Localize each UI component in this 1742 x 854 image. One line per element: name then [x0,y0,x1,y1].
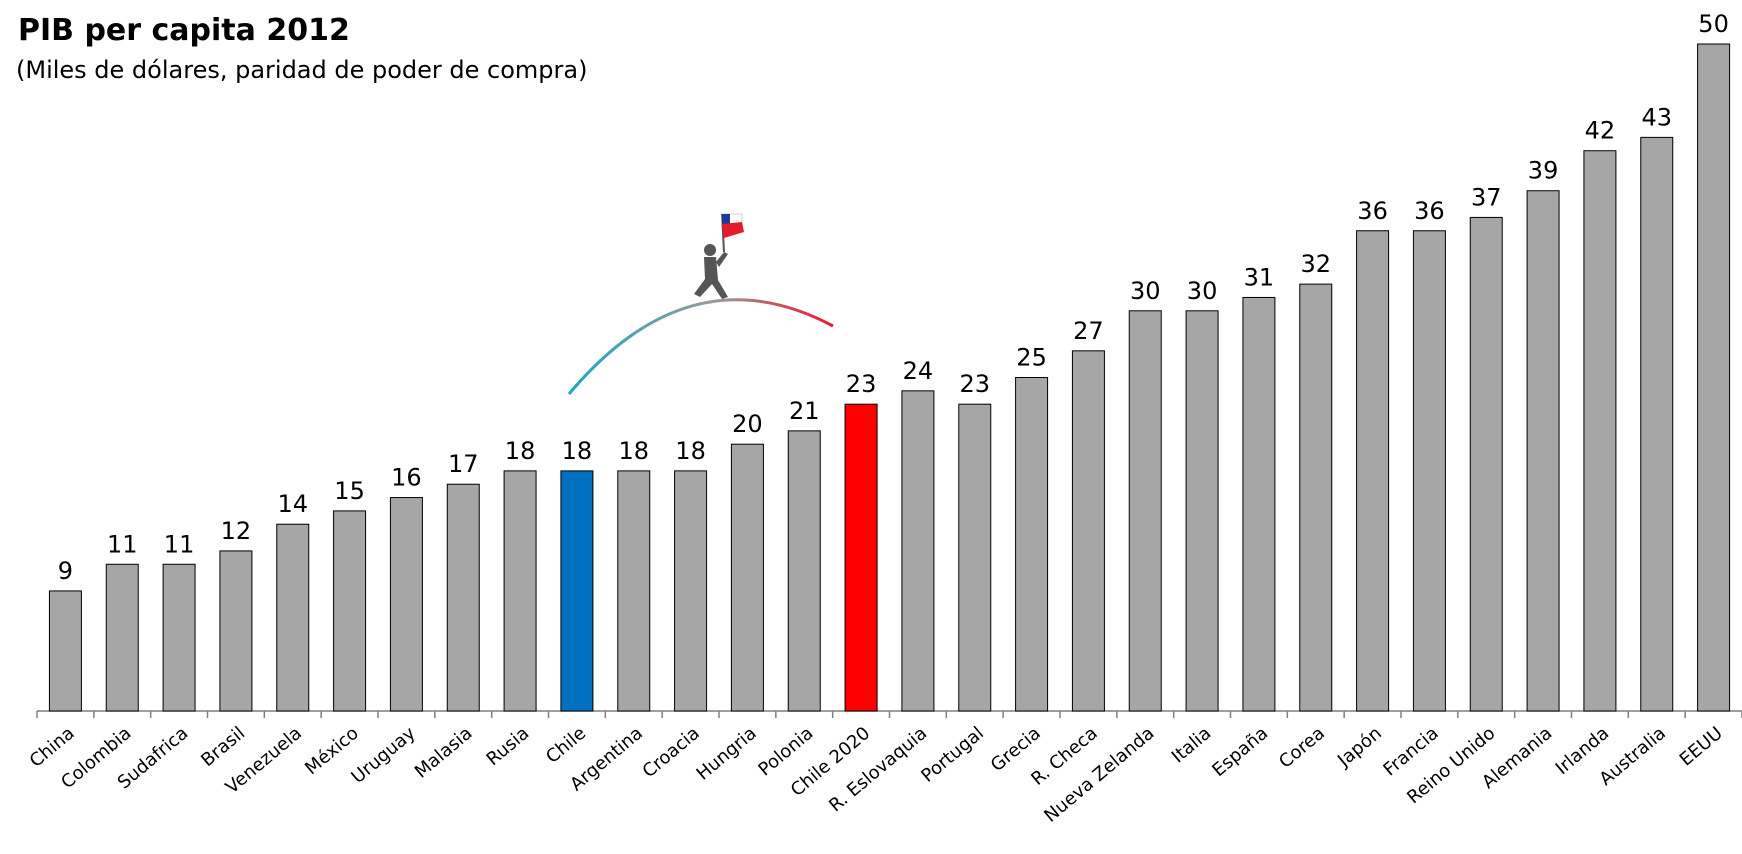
value-label: 50 [1698,10,1729,38]
value-label: 14 [277,490,308,518]
value-label: 21 [789,397,820,425]
bar [1640,136,1674,712]
value-label: 15 [334,477,365,505]
value-label: 12 [221,517,252,545]
x-tick-label: Corea [1275,723,1329,773]
bar [333,510,367,712]
value-label: 32 [1300,250,1331,278]
bar [787,430,821,712]
decoration [567,213,834,395]
value-label: 11 [164,530,195,558]
bar [901,390,935,712]
value-label: 27 [1073,317,1104,345]
bar [1526,190,1560,712]
x-tick-label: Japón [1333,723,1386,772]
x-tick-label: EEUU [1676,723,1727,771]
value-label: 30 [1187,277,1218,305]
arc [567,298,834,395]
bar [730,443,764,712]
value-label: 16 [391,464,422,492]
x-tick-label: Croacia [639,723,704,783]
bar [1071,350,1105,712]
value-label: 23 [846,370,877,398]
value-label: 23 [959,370,990,398]
bar [674,470,708,712]
value-label: 20 [732,410,763,438]
value-label: 36 [1414,197,1445,225]
x-tick-label: Uruguay [348,723,420,788]
bar [560,470,594,712]
bar [48,590,82,712]
bar [617,470,651,712]
bar [1015,377,1049,712]
chart-title: PIB per capita 2012 [18,13,350,48]
bar [389,497,423,712]
value-label: 39 [1528,157,1559,185]
x-tick-label: Rusia [483,723,534,770]
bar [1185,310,1219,712]
value-label: 17 [448,450,479,478]
value-label: 18 [505,437,536,465]
x-tick-label: Italia [1168,723,1216,768]
bar [446,483,480,712]
value-label: 25 [1016,344,1047,372]
x-tick-label: Portugal [917,723,988,787]
x-tick-label: R. Eslovaquia [825,723,931,817]
value-label: 18 [618,437,649,465]
bar [1299,283,1333,712]
bar [162,563,196,712]
bar [958,403,992,712]
bar [1697,43,1731,712]
value-label: 18 [675,437,706,465]
bar [219,550,253,712]
value-label: 30 [1130,277,1161,305]
value-label: 18 [562,437,593,465]
bar [1356,230,1390,712]
value-label: 37 [1471,183,1502,211]
bar [844,403,878,712]
x-tick-label: Malasia [411,723,477,783]
x-tick-label: Hungria [693,723,761,785]
value-label: 42 [1585,117,1616,145]
bar [1469,216,1503,712]
bar [1128,310,1162,712]
value-label: 11 [107,530,138,558]
x-tick-label: España [1208,723,1272,781]
bar [1242,296,1276,712]
value-label: 9 [58,557,73,585]
value-label: 31 [1244,263,1275,291]
value-label: 43 [1641,103,1672,131]
bar [503,470,537,712]
x-tick-label: Chile [542,723,590,768]
runner [694,213,744,299]
x-tick-label: Brasil [197,723,249,771]
value-label: 36 [1357,197,1388,225]
bar [276,523,310,712]
bar [1412,230,1446,712]
bar [105,563,139,712]
value-label: 24 [903,357,934,385]
bar [1583,150,1617,712]
chart-subtitle: (Miles de dólares, paridad de poder de c… [16,56,587,84]
